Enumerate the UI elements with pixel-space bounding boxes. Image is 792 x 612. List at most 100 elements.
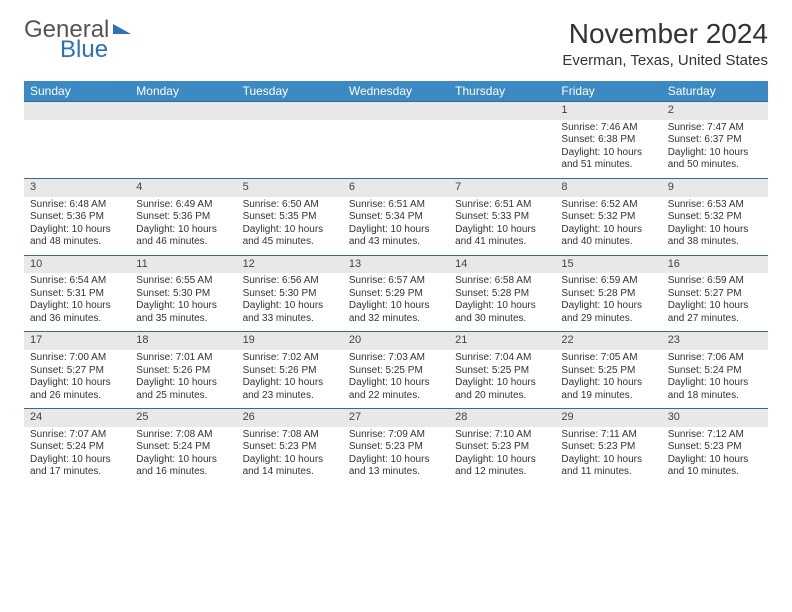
day-number: 20 (343, 332, 449, 350)
day-detail: Sunrise: 6:48 AMSunset: 5:36 PMDaylight:… (24, 197, 130, 256)
day-number: 5 (237, 178, 343, 196)
day-detail-line: Sunrise: 7:03 AM (349, 352, 443, 365)
day-detail-line: Daylight: 10 hours and 46 minutes. (136, 224, 230, 249)
day-detail-line: Sunrise: 7:06 AM (668, 352, 762, 365)
day-detail-line: Sunrise: 7:05 AM (561, 352, 655, 365)
day-detail-line: Sunrise: 6:55 AM (136, 275, 230, 288)
day-detail-line: Sunrise: 7:10 AM (455, 429, 549, 442)
day-detail-line: Sunset: 5:24 PM (30, 441, 124, 454)
day-number: 19 (237, 332, 343, 350)
day-detail-line: Daylight: 10 hours and 17 minutes. (30, 454, 124, 479)
day-detail-line: Sunrise: 6:54 AM (30, 275, 124, 288)
day-detail-row: Sunrise: 7:07 AMSunset: 5:24 PMDaylight:… (24, 427, 768, 485)
day-detail-line: Daylight: 10 hours and 14 minutes. (243, 454, 337, 479)
day-detail-line: Sunset: 5:35 PM (243, 211, 337, 224)
month-title: November 2024 (562, 18, 768, 50)
day-detail-line: Daylight: 10 hours and 13 minutes. (349, 454, 443, 479)
day-detail-line: Sunrise: 7:00 AM (30, 352, 124, 365)
day-detail-line: Daylight: 10 hours and 48 minutes. (30, 224, 124, 249)
day-detail-line: Sunset: 5:23 PM (349, 441, 443, 454)
day-detail-line: Sunset: 5:23 PM (243, 441, 337, 454)
day-detail-line: Sunrise: 7:08 AM (243, 429, 337, 442)
day-detail-line: Sunrise: 6:51 AM (455, 199, 549, 212)
day-detail-line: Sunset: 5:30 PM (243, 288, 337, 301)
day-detail-line: Daylight: 10 hours and 30 minutes. (455, 300, 549, 325)
day-header: Friday (555, 81, 661, 102)
day-detail-line: Daylight: 10 hours and 22 minutes. (349, 377, 443, 402)
day-number: 26 (237, 409, 343, 427)
day-detail-line: Daylight: 10 hours and 35 minutes. (136, 300, 230, 325)
day-number-row: 17181920212223 (24, 332, 768, 350)
logo-triangle-icon (113, 24, 131, 34)
day-detail-line: Daylight: 10 hours and 38 minutes. (668, 224, 762, 249)
day-number: 23 (662, 332, 768, 350)
day-detail: Sunrise: 7:08 AMSunset: 5:24 PMDaylight:… (130, 427, 236, 485)
day-detail-line: Daylight: 10 hours and 25 minutes. (136, 377, 230, 402)
day-detail-line: Daylight: 10 hours and 11 minutes. (561, 454, 655, 479)
day-number (343, 102, 449, 120)
day-detail-row: Sunrise: 6:54 AMSunset: 5:31 PMDaylight:… (24, 273, 768, 332)
day-detail-line: Sunset: 5:24 PM (136, 441, 230, 454)
day-header: Thursday (449, 81, 555, 102)
day-detail-line: Sunrise: 7:46 AM (561, 122, 655, 135)
day-detail (237, 120, 343, 179)
day-detail-line: Sunset: 5:23 PM (455, 441, 549, 454)
logo-blue: Blue (60, 38, 109, 62)
day-detail: Sunrise: 7:07 AMSunset: 5:24 PMDaylight:… (24, 427, 130, 485)
day-detail: Sunrise: 7:02 AMSunset: 5:26 PMDaylight:… (237, 350, 343, 409)
day-detail-line: Sunset: 5:25 PM (349, 365, 443, 378)
day-detail: Sunrise: 7:46 AMSunset: 6:38 PMDaylight:… (555, 120, 661, 179)
day-number: 3 (24, 178, 130, 196)
day-detail-line: Sunset: 5:29 PM (349, 288, 443, 301)
day-detail: Sunrise: 7:06 AMSunset: 5:24 PMDaylight:… (662, 350, 768, 409)
day-detail-line: Sunrise: 6:56 AM (243, 275, 337, 288)
day-detail: Sunrise: 6:50 AMSunset: 5:35 PMDaylight:… (237, 197, 343, 256)
day-number-row: 12 (24, 102, 768, 120)
day-detail-row: Sunrise: 7:00 AMSunset: 5:27 PMDaylight:… (24, 350, 768, 409)
day-detail-line: Daylight: 10 hours and 50 minutes. (668, 147, 762, 172)
day-detail-line: Sunset: 5:26 PM (136, 365, 230, 378)
day-detail: Sunrise: 7:01 AMSunset: 5:26 PMDaylight:… (130, 350, 236, 409)
day-number-row: 3456789 (24, 178, 768, 196)
day-detail: Sunrise: 7:04 AMSunset: 5:25 PMDaylight:… (449, 350, 555, 409)
day-detail-line: Daylight: 10 hours and 18 minutes. (668, 377, 762, 402)
day-detail-line: Sunset: 5:28 PM (455, 288, 549, 301)
day-detail-line: Sunrise: 6:57 AM (349, 275, 443, 288)
day-detail-line: Sunrise: 6:52 AM (561, 199, 655, 212)
day-detail-line: Sunrise: 6:53 AM (668, 199, 762, 212)
day-number: 11 (130, 255, 236, 273)
day-detail-line: Daylight: 10 hours and 40 minutes. (561, 224, 655, 249)
day-number: 24 (24, 409, 130, 427)
day-number: 1 (555, 102, 661, 120)
day-detail: Sunrise: 7:11 AMSunset: 5:23 PMDaylight:… (555, 427, 661, 485)
day-detail-line: Sunset: 6:38 PM (561, 134, 655, 147)
day-detail-line: Sunrise: 7:04 AM (455, 352, 549, 365)
day-number: 22 (555, 332, 661, 350)
day-detail-line: Sunset: 6:37 PM (668, 134, 762, 147)
title-block: November 2024 Everman, Texas, United Sta… (562, 18, 768, 69)
day-detail-line: Daylight: 10 hours and 27 minutes. (668, 300, 762, 325)
day-detail: Sunrise: 6:55 AMSunset: 5:30 PMDaylight:… (130, 273, 236, 332)
day-detail: Sunrise: 7:03 AMSunset: 5:25 PMDaylight:… (343, 350, 449, 409)
day-detail: Sunrise: 6:53 AMSunset: 5:32 PMDaylight:… (662, 197, 768, 256)
day-detail-line: Sunset: 5:33 PM (455, 211, 549, 224)
day-detail-row: Sunrise: 6:48 AMSunset: 5:36 PMDaylight:… (24, 197, 768, 256)
day-number (130, 102, 236, 120)
day-detail: Sunrise: 6:49 AMSunset: 5:36 PMDaylight:… (130, 197, 236, 256)
day-header: Sunday (24, 81, 130, 102)
day-detail-line: Sunrise: 6:58 AM (455, 275, 549, 288)
day-detail: Sunrise: 7:00 AMSunset: 5:27 PMDaylight:… (24, 350, 130, 409)
day-detail-line: Sunset: 5:25 PM (455, 365, 549, 378)
day-number (24, 102, 130, 120)
day-number: 29 (555, 409, 661, 427)
day-detail-line: Sunrise: 6:48 AM (30, 199, 124, 212)
day-number: 12 (237, 255, 343, 273)
day-detail: Sunrise: 7:09 AMSunset: 5:23 PMDaylight:… (343, 427, 449, 485)
day-detail (24, 120, 130, 179)
day-detail: Sunrise: 7:10 AMSunset: 5:23 PMDaylight:… (449, 427, 555, 485)
day-detail-line: Sunset: 5:28 PM (561, 288, 655, 301)
day-detail (343, 120, 449, 179)
day-detail-line: Sunset: 5:34 PM (349, 211, 443, 224)
day-number: 15 (555, 255, 661, 273)
day-detail-line: Sunrise: 7:47 AM (668, 122, 762, 135)
